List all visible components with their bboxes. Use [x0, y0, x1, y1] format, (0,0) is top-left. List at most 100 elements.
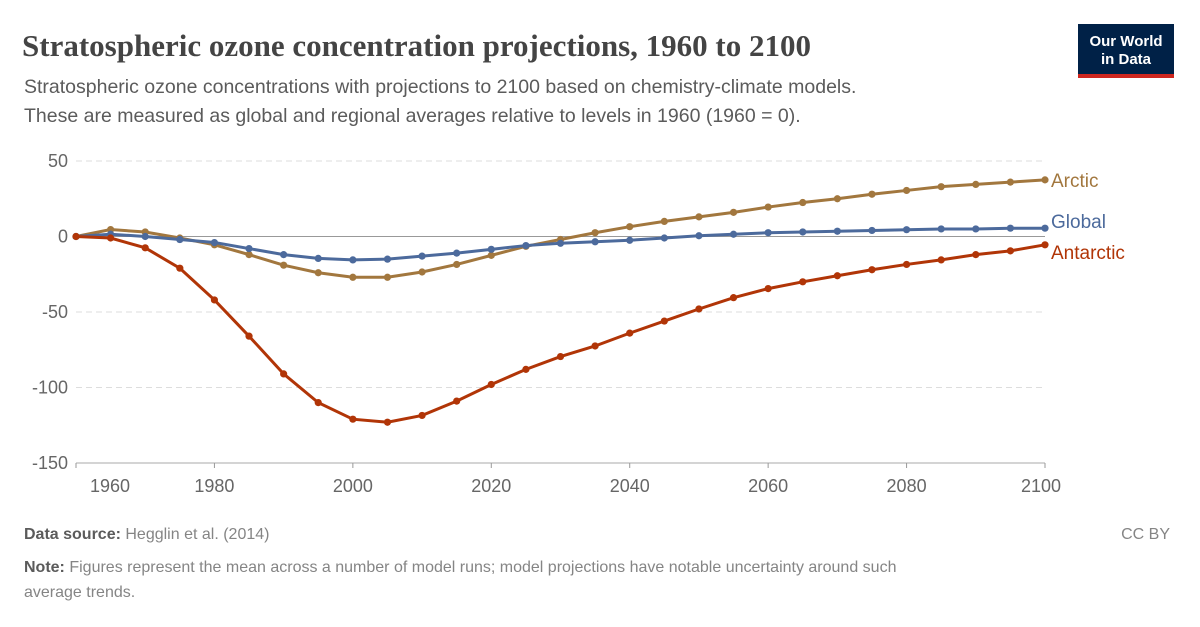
series-label: Arctic [1051, 171, 1099, 192]
point [314, 254, 322, 262]
y-tick-label: 0 [58, 227, 68, 247]
point [210, 296, 219, 304]
point [383, 273, 392, 281]
point [799, 228, 807, 236]
point [141, 232, 149, 241]
point [1041, 224, 1049, 232]
point [626, 329, 634, 337]
point [695, 305, 703, 313]
source: Data source: Hegglin et al. (2014) [24, 526, 269, 543]
point [280, 251, 288, 259]
note: average trends. [24, 584, 135, 601]
license: CC BY [1121, 526, 1170, 543]
logo: Our World in Data [1078, 24, 1174, 78]
point [591, 238, 599, 246]
y-tick-label: 50 [48, 151, 68, 171]
point [729, 294, 738, 302]
x-tick-label: 2000 [333, 476, 373, 496]
point [764, 203, 772, 211]
point [972, 225, 980, 233]
point [937, 183, 945, 191]
point [487, 380, 495, 389]
logo-text: Our World [1089, 33, 1162, 50]
logo-bar [1078, 74, 1174, 78]
x-tick-label: 2020 [471, 476, 511, 496]
point [1041, 241, 1049, 249]
point [556, 352, 565, 361]
point [280, 261, 288, 269]
point [349, 256, 357, 264]
x-tick-label: 1980 [194, 476, 234, 496]
point [314, 269, 322, 277]
point [868, 266, 876, 274]
point [1006, 247, 1014, 255]
note-label: Note: [24, 559, 65, 576]
point [764, 229, 772, 237]
point [660, 234, 668, 242]
x-tick-label: 2040 [610, 476, 650, 496]
point [1006, 224, 1014, 232]
point [591, 229, 599, 237]
logo-box [1078, 24, 1174, 74]
point [937, 225, 945, 233]
point [799, 278, 807, 286]
point [1041, 176, 1049, 184]
source-text: Hegglin et al. (2014) [125, 526, 269, 543]
point [902, 186, 911, 195]
note: Note: Figures represent the mean across … [24, 559, 896, 576]
chart-title: Stratospheric ozone concentration projec… [22, 28, 811, 63]
point [729, 208, 738, 216]
point [972, 251, 980, 259]
point [868, 226, 876, 235]
series-line [75, 235, 1046, 424]
point [107, 234, 115, 242]
point [418, 411, 426, 420]
point [764, 284, 772, 293]
point [937, 256, 945, 264]
point [176, 235, 184, 244]
point [660, 217, 668, 225]
point [383, 418, 392, 426]
subtitle: These are measured as global and regiona… [24, 105, 801, 127]
point [453, 249, 461, 257]
point [868, 190, 876, 198]
point [591, 342, 599, 350]
series-label: Antarctic [1051, 243, 1125, 264]
point [314, 399, 322, 407]
logo-text: in Data [1101, 51, 1152, 68]
point [487, 251, 495, 259]
point [972, 180, 980, 189]
point [280, 370, 288, 378]
source-label: Data source: [24, 526, 121, 543]
point [695, 213, 703, 221]
point [176, 264, 184, 272]
point [556, 239, 565, 247]
point [453, 397, 461, 405]
point [626, 223, 634, 231]
x-tick-label: 1960 [90, 476, 130, 496]
point [522, 241, 530, 250]
y-tick-label: -150 [32, 453, 68, 473]
point [453, 260, 461, 269]
point [245, 251, 253, 259]
point [210, 238, 219, 247]
point [626, 236, 634, 244]
note-text: Figures represent the mean across a numb… [69, 559, 896, 576]
point [487, 245, 495, 253]
point [833, 227, 841, 235]
point [349, 273, 357, 281]
point [418, 268, 426, 276]
point [833, 195, 841, 203]
y-tick-label: -50 [42, 302, 68, 322]
point [1006, 178, 1014, 186]
x-tick-label: 2060 [748, 476, 788, 496]
point [245, 332, 253, 340]
point [349, 415, 357, 423]
point [902, 226, 911, 234]
subtitle: Stratospheric ozone concentrations with … [24, 76, 856, 98]
point [383, 255, 392, 263]
point [418, 252, 426, 260]
point [799, 198, 807, 207]
